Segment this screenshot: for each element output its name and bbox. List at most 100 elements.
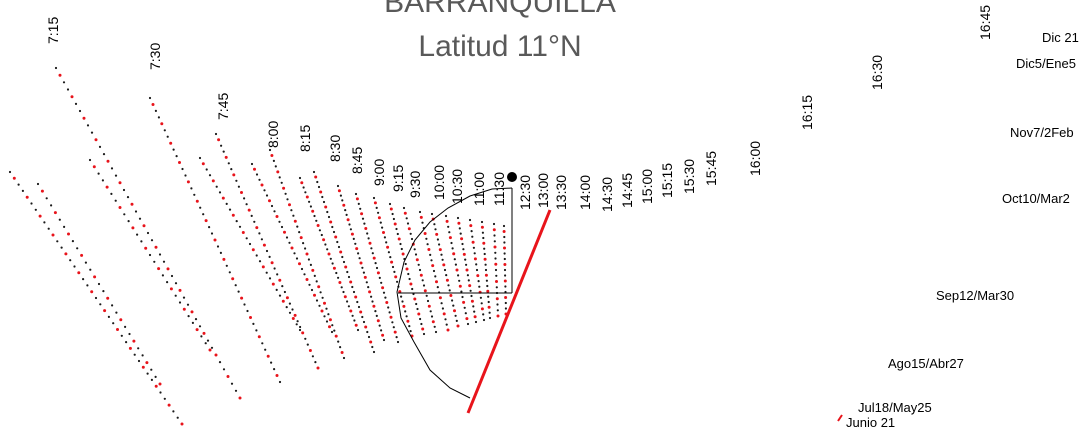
hour-marker (178, 288, 182, 292)
hour-marker (210, 346, 214, 349)
hour-marker (421, 221, 424, 224)
hour-marker (389, 315, 393, 319)
hour-marker (172, 410, 175, 413)
hour-marker (349, 228, 352, 231)
hour-marker (337, 189, 341, 193)
hour-marker (302, 242, 305, 245)
hour-marker (504, 296, 508, 299)
hour-marker (389, 256, 392, 259)
hour-marker (380, 329, 383, 332)
hour-marker (288, 302, 291, 305)
hour-marker (452, 304, 455, 307)
hour-marker (131, 226, 135, 230)
hour-marker (205, 168, 208, 171)
hour-marker (342, 356, 346, 360)
hour-marker (473, 310, 476, 313)
hour-marker (112, 322, 115, 325)
hour-marker (222, 368, 226, 371)
hour-marker (40, 189, 44, 193)
hour-marker (477, 280, 480, 283)
hour-marker (403, 211, 407, 215)
hour-marker (415, 302, 418, 306)
hour-marker (390, 260, 394, 264)
hour-marker (375, 206, 378, 209)
hour-marker (234, 284, 237, 287)
hour-marker (443, 268, 447, 272)
hour-marker (176, 416, 179, 419)
hour-marker (60, 246, 63, 249)
hour-marker (228, 271, 231, 274)
hour-marker (69, 259, 72, 262)
hour-marker (356, 300, 359, 304)
hour-marker (400, 247, 403, 251)
hour-marker (273, 368, 276, 371)
hour-marker (346, 300, 349, 303)
hour-marker (480, 302, 483, 305)
hour-label: 11:30 (491, 172, 507, 206)
hour-marker (363, 275, 367, 279)
hour-marker (235, 179, 238, 182)
hour-marker (296, 320, 299, 323)
hour-marker (272, 159, 275, 162)
hour-marker (316, 224, 320, 227)
hour-marker (371, 252, 374, 255)
hour-marker (200, 335, 203, 338)
hour-marker (260, 238, 263, 241)
hour-marker (372, 350, 376, 354)
hour-marker (234, 389, 238, 392)
hour-marker (401, 300, 404, 303)
hour-marker (261, 342, 264, 345)
hour-marker (141, 354, 144, 357)
hour-marker (224, 155, 228, 159)
hour-marker (441, 258, 444, 261)
hour-marker (271, 282, 275, 286)
hour-marker (475, 268, 479, 272)
hour-marker (450, 241, 453, 245)
hour-marker (169, 287, 173, 291)
hour-marker (182, 307, 186, 311)
hour-label: 8:00 (265, 121, 281, 148)
hour-label: 16:30 (869, 55, 885, 90)
hour-marker (435, 280, 438, 284)
hour-marker (282, 186, 286, 190)
hour-marker (90, 131, 94, 134)
hour-marker (422, 284, 426, 287)
hour-marker (377, 211, 380, 214)
hour-marker (458, 279, 461, 282)
hour-marker (364, 227, 368, 230)
hour-marker (445, 219, 449, 223)
hour-marker (114, 199, 117, 202)
hour-marker (281, 285, 284, 288)
hour-marker (405, 217, 408, 220)
hour-marker (354, 242, 357, 245)
hour-marker (273, 267, 276, 270)
hour-marker (319, 291, 322, 294)
hour-marker (286, 198, 289, 201)
hour-marker (352, 290, 356, 294)
hour-marker (365, 281, 368, 284)
hour-marker (453, 309, 456, 313)
hour-label: 13:30 (553, 175, 569, 210)
hour-marker (466, 274, 469, 277)
hour-marker (228, 208, 232, 211)
hour-marker (275, 374, 279, 377)
hour-marker (38, 214, 42, 218)
hour-marker (107, 315, 110, 318)
hour-marker (306, 343, 309, 346)
hour-marker (315, 280, 318, 283)
hour-marker (395, 336, 398, 339)
hour-marker (483, 252, 486, 256)
hour-marker (322, 200, 326, 204)
hour-marker (305, 252, 309, 256)
hour-marker (452, 252, 456, 256)
hour-label: 14:30 (599, 177, 615, 212)
hour-marker (208, 226, 211, 229)
hour-marker (118, 181, 122, 185)
hour-marker (302, 186, 305, 189)
hour-marker (305, 278, 309, 281)
hour-marker (293, 219, 297, 223)
hour-marker (304, 247, 307, 250)
hour-marker (387, 251, 390, 254)
hour-marker (317, 285, 321, 289)
hour-marker (202, 331, 206, 335)
